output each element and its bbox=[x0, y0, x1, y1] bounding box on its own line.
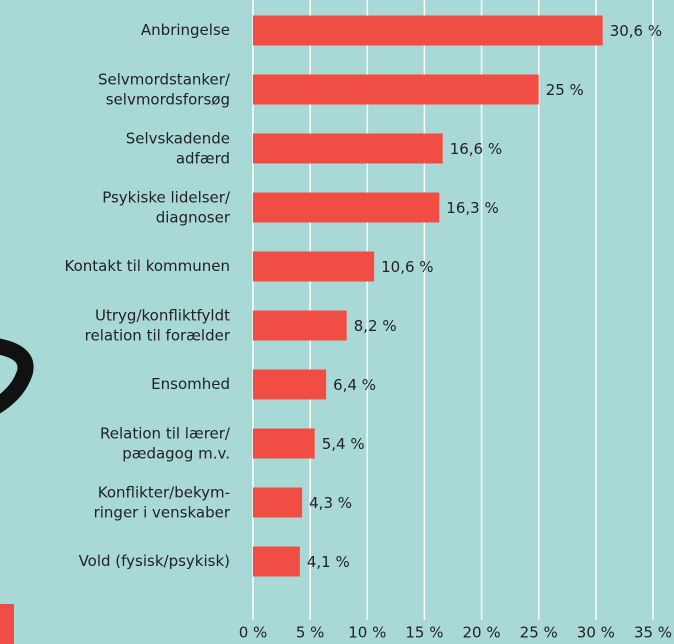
x-tick-label: 15 % bbox=[405, 624, 443, 642]
value-label: 10,6 % bbox=[381, 258, 433, 276]
category-label: Relation til lærer/pædagog m.v. bbox=[100, 424, 231, 462]
category-label: Ensomhed bbox=[151, 375, 230, 393]
bar bbox=[253, 429, 315, 459]
bar bbox=[253, 75, 539, 105]
category-label: Anbringelse bbox=[141, 21, 230, 39]
x-tick-label: 30 % bbox=[577, 624, 615, 642]
chart: 0 % 5 % 10 % 15 % 20 % 25 % 30 % 35 % Anbringels… bbox=[0, 0, 674, 644]
bar bbox=[253, 134, 443, 164]
x-tick-label: 10 % bbox=[348, 624, 386, 642]
x-tick-label: 0 % bbox=[239, 624, 268, 642]
category-label: Vold (fysisk/psykisk) bbox=[79, 552, 230, 570]
bar bbox=[253, 311, 347, 341]
x-tick-label: 25 % bbox=[520, 624, 558, 642]
x-tick-label: 20 % bbox=[463, 624, 501, 642]
bar bbox=[253, 547, 300, 577]
bar bbox=[253, 252, 374, 282]
value-label: 8,2 % bbox=[354, 317, 397, 335]
value-label: 30,6 % bbox=[610, 22, 662, 40]
value-label: 16,3 % bbox=[446, 199, 498, 217]
bar bbox=[253, 488, 302, 518]
value-label: 4,3 % bbox=[309, 494, 352, 512]
value-label: 16,6 % bbox=[450, 140, 502, 158]
bar bbox=[253, 16, 603, 46]
bar bbox=[253, 193, 439, 223]
decoration bbox=[0, 604, 14, 644]
category-label: Psykiske lidelser/diagnoser bbox=[102, 188, 231, 226]
value-label: 5,4 % bbox=[322, 435, 365, 453]
decoration bbox=[0, 345, 26, 410]
value-label: 25 % bbox=[546, 81, 584, 99]
x-tick-label: 35 % bbox=[634, 624, 672, 642]
category-label: Kontakt til kommunen bbox=[65, 257, 230, 275]
x-tick-label: 5 % bbox=[296, 624, 325, 642]
value-label: 6,4 % bbox=[333, 376, 376, 394]
category-label: Selvmordstanker/selvmordsforsøg bbox=[98, 70, 231, 108]
bar bbox=[253, 370, 326, 400]
value-label: 4,1 % bbox=[307, 553, 350, 571]
category-label: Konflikter/bekym-ringer i venskaber bbox=[94, 483, 231, 521]
